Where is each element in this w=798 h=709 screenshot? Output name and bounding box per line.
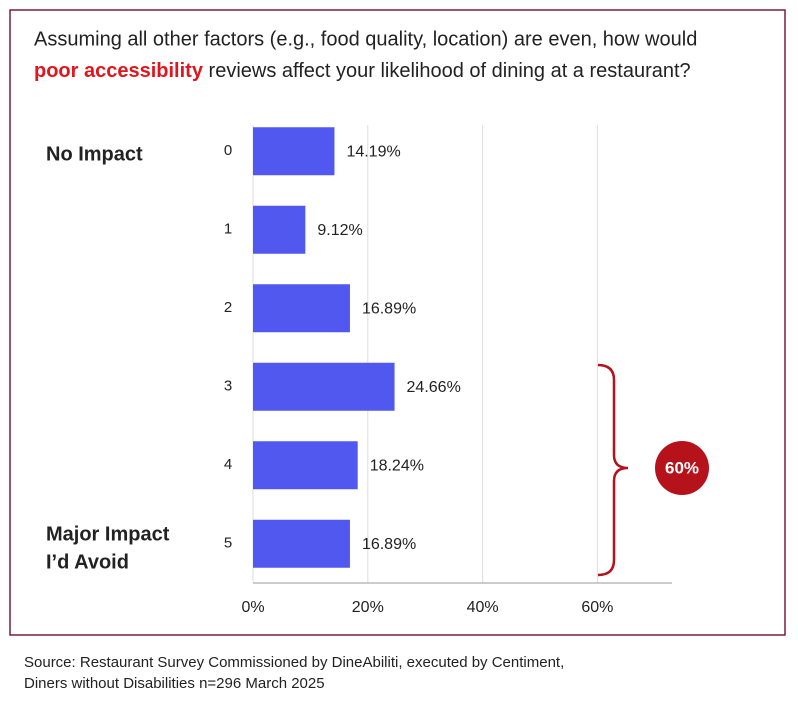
- chart-title: Assuming all other factors (e.g., food q…: [34, 28, 697, 50]
- value-label: 14.19%: [346, 143, 400, 160]
- x-tick-label: 60%: [581, 599, 613, 616]
- y-tick-label: 3: [224, 378, 232, 395]
- value-label: 9.12%: [317, 222, 362, 239]
- y-tick-label: 0: [224, 142, 232, 159]
- frame: [9, 9, 786, 636]
- title-end: reviews affect your likelihood of dining…: [209, 60, 691, 82]
- bottom-label: I’d Avoid: [46, 551, 129, 573]
- bar: [253, 284, 350, 333]
- bar: [253, 205, 306, 254]
- value-label: 24.66%: [407, 379, 461, 396]
- source: Diners without Disabilities n=296 March …: [24, 675, 325, 692]
- y-tick-label: 4: [224, 456, 232, 473]
- title-highlight: poor accessibility: [34, 60, 204, 82]
- y-tick-label: 1: [224, 221, 232, 238]
- chart-title: poor accessibility reviews affect your l…: [34, 60, 691, 82]
- bar: [253, 362, 395, 411]
- source: Source: Restaurant Survey Commissioned b…: [24, 654, 564, 671]
- y-tick-label: 2: [224, 299, 232, 316]
- x-tick-label: 40%: [467, 599, 499, 616]
- x-tick-label: 20%: [352, 599, 384, 616]
- bottom-label: Major Impact: [46, 523, 170, 545]
- bar: [253, 127, 335, 176]
- x-tick-label: 0%: [241, 599, 264, 616]
- annotation: 60%: [665, 458, 699, 477]
- value-label: 18.24%: [370, 457, 424, 474]
- bar: [253, 441, 358, 490]
- value-label: 16.89%: [362, 300, 416, 317]
- bar: [253, 519, 350, 568]
- value-label: 16.89%: [362, 536, 416, 553]
- annotation-badge: [655, 441, 709, 495]
- bracket: [597, 363, 629, 577]
- y-tick-label: 5: [224, 535, 232, 552]
- top-label: No Impact: [46, 143, 143, 165]
